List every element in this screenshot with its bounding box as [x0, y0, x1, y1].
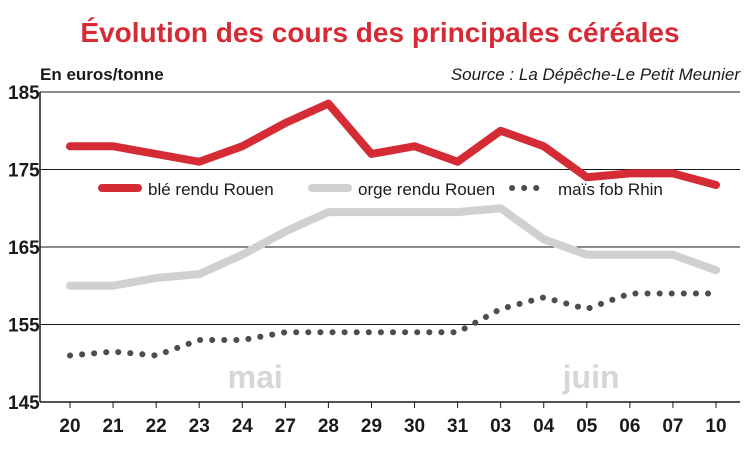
y-tick-label: 185 — [8, 83, 40, 104]
y-axis-ticks: 145 155 165 175 185 — [8, 83, 40, 414]
series-line — [67, 290, 719, 359]
series-lines — [66, 99, 720, 359]
x-tick-label: 07 — [662, 416, 683, 437]
legend-label: maïs fob Rhin — [558, 180, 663, 199]
x-tick-label: 03 — [490, 416, 511, 437]
x-tick-label: 31 — [447, 416, 469, 437]
month-label: mai — [228, 359, 283, 395]
chart-title: Évolution des cours des principales céré… — [80, 17, 679, 48]
x-axis-ticks: 20 21 22 23 24 27 28 29 30 31 03 04 05 06 07 10 — [59, 402, 727, 437]
x-tick-label: 22 — [146, 416, 167, 437]
legend: blé rendu Rouen orge rendu Rouen maïs fob … — [98, 180, 663, 199]
x-tick-label: 04 — [533, 416, 555, 437]
series-line — [66, 99, 720, 189]
y-tick-label: 155 — [8, 316, 40, 337]
month-labels: mai juin — [228, 359, 620, 395]
x-tick-label: 28 — [318, 416, 339, 437]
x-tick-label: 30 — [404, 416, 425, 437]
x-tick-label: 27 — [275, 416, 296, 437]
month-label: juin — [562, 359, 620, 395]
grid — [39, 91, 740, 403]
x-tick-label: 29 — [361, 416, 382, 437]
x-tick-label: 05 — [576, 416, 598, 437]
y-tick-label: 145 — [8, 393, 40, 414]
y-axis-label: En euros/tonne — [40, 65, 164, 84]
y-tick-label: 175 — [8, 161, 40, 182]
x-tick-label: 24 — [232, 416, 254, 437]
legend-label: blé rendu Rouen — [148, 180, 274, 199]
x-tick-label: 20 — [59, 416, 80, 437]
series-line — [66, 204, 720, 290]
y-tick-label: 165 — [8, 238, 40, 259]
source-note: Source : La Dépêche-Le Petit Meunier — [451, 65, 742, 84]
x-tick-label: 10 — [705, 416, 726, 437]
x-tick-label: 23 — [189, 416, 210, 437]
x-tick-label: 06 — [619, 416, 640, 437]
x-tick-label: 21 — [102, 416, 124, 437]
legend-label: orge rendu Rouen — [358, 180, 495, 199]
